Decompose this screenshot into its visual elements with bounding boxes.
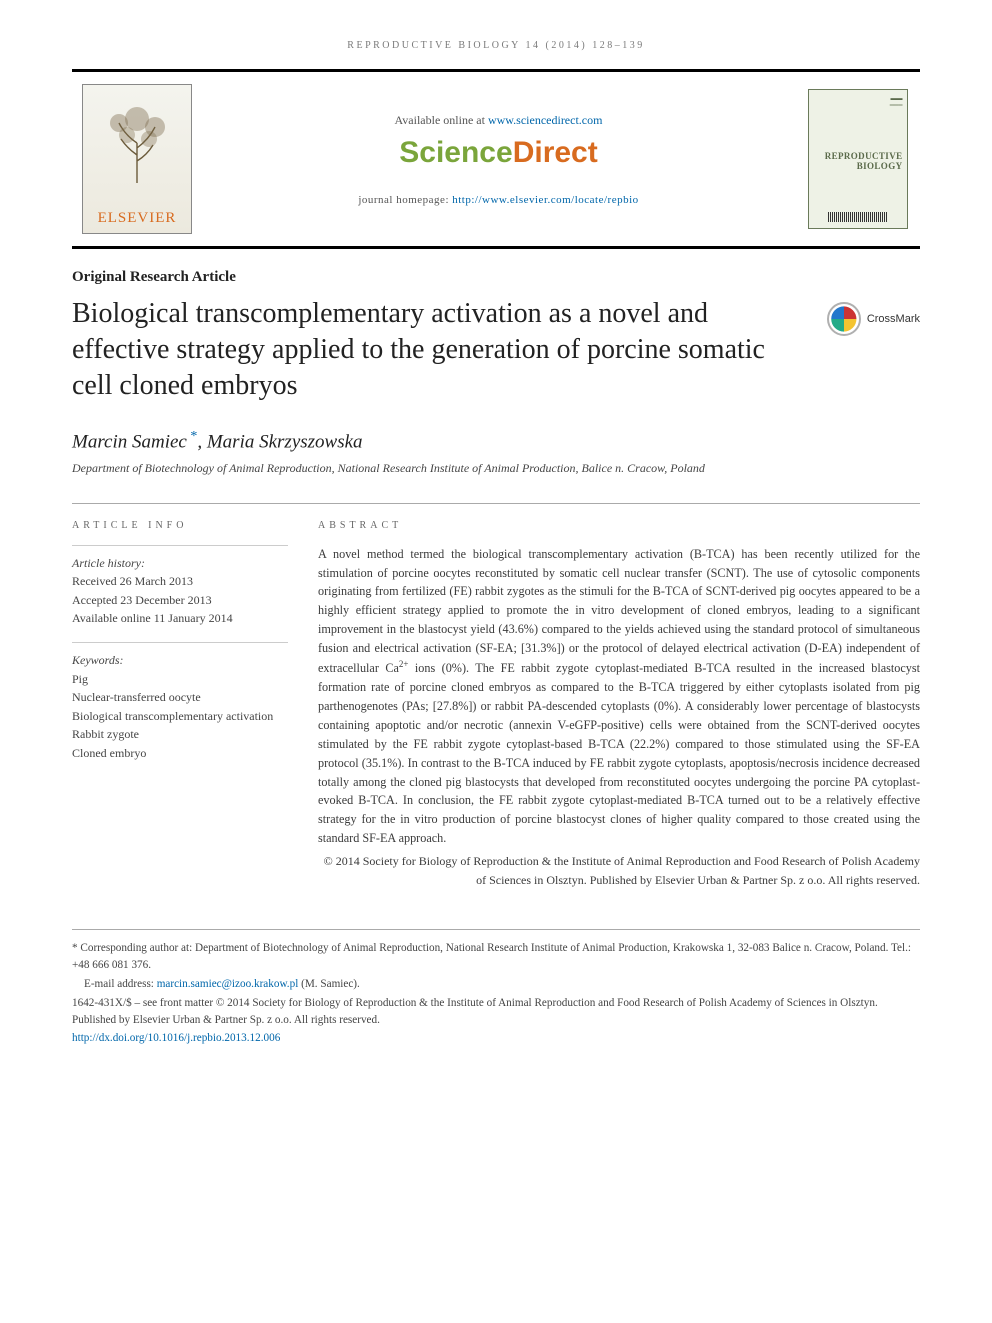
- cover-marks: ▬▬═══: [813, 96, 903, 110]
- cover-title-1: REPRODUCTIVE: [813, 151, 903, 161]
- cover-barcode: [828, 212, 888, 222]
- keywords-label: Keywords:: [72, 653, 124, 667]
- journal-banner: ELSEVIER Available online at www.science…: [72, 69, 920, 249]
- banner-center: Available online at www.sciencedirect.co…: [202, 72, 795, 246]
- crossmark-icon: [827, 302, 861, 336]
- journal-homepage-url[interactable]: http://www.elsevier.com/locate/repbio: [452, 194, 638, 206]
- crossmark-badge[interactable]: CrossMark: [827, 302, 920, 336]
- article-history: Article history: Received 26 March 2013 …: [72, 545, 288, 628]
- crossmark-label: CrossMark: [867, 313, 920, 325]
- available-prefix: Available online at: [395, 113, 488, 127]
- corresponding-author-marker: *: [187, 429, 198, 444]
- copyright-notice: © 2014 Society for Biology of Reproducti…: [318, 852, 920, 889]
- doi-link[interactable]: http://dx.doi.org/10.1016/j.repbio.2013.…: [72, 1032, 280, 1044]
- email-suffix: (M. Samiec).: [298, 978, 360, 990]
- abstract-text: A novel method termed the biological tra…: [318, 545, 920, 849]
- article-type: Original Research Article: [72, 269, 920, 286]
- sciencedirect-url[interactable]: www.sciencedirect.com: [488, 113, 603, 127]
- keyword: Biological transcomplementary activation: [72, 709, 273, 723]
- journal-cover: ▬▬═══ REPRODUCTIVE BIOLOGY: [808, 89, 908, 229]
- history-label: Article history:: [72, 556, 145, 570]
- issn-copyright-line: 1642-431X/$ – see front matter © 2014 So…: [72, 995, 920, 1029]
- sd-direct: Direct: [513, 136, 598, 169]
- email-label: E-mail address:: [84, 978, 157, 990]
- elsevier-tree-icon: [97, 93, 177, 193]
- keyword: Cloned embryo: [72, 746, 146, 760]
- corresponding-author-footnote: * Corresponding author at: Department of…: [72, 940, 920, 974]
- article-title: Biological transcomplementary activation…: [72, 296, 807, 403]
- homepage-prefix: journal homepage:: [358, 194, 452, 206]
- abstract-part1: A novel method termed the biological tra…: [318, 547, 920, 676]
- publisher-logo-cell: ELSEVIER: [72, 72, 202, 246]
- history-received: Received 26 March 2013: [72, 574, 193, 588]
- article-info-column: ARTICLE INFO Article history: Received 2…: [72, 520, 288, 890]
- abstract-header: ABSTRACT: [318, 520, 920, 531]
- author-1: Marcin Samiec: [72, 432, 187, 453]
- author-2: Maria Skrzyszowska: [207, 432, 363, 453]
- cover-title-2: BIOLOGY: [813, 161, 903, 171]
- abstract-column: ABSTRACT A novel method termed the biolo…: [318, 520, 920, 890]
- available-online-line: Available online at www.sciencedirect.co…: [395, 113, 603, 128]
- journal-cover-cell: ▬▬═══ REPRODUCTIVE BIOLOGY: [795, 72, 920, 246]
- sciencedirect-logo: ScienceDirect: [399, 136, 597, 170]
- affiliation: Department of Biotechnology of Animal Re…: [72, 460, 920, 477]
- history-online: Available online 11 January 2014: [72, 611, 233, 625]
- abstract-part2: ions (0%). The FE rabbit zygote cytoplas…: [318, 661, 920, 845]
- sd-science: Science: [399, 136, 512, 169]
- journal-homepage-line: journal homepage: http://www.elsevier.co…: [358, 194, 638, 206]
- keywords-block: Keywords: Pig Nuclear-transferred oocyte…: [72, 642, 288, 763]
- history-accepted: Accepted 23 December 2013: [72, 593, 212, 607]
- page-footer: * Corresponding author at: Department of…: [72, 929, 920, 1047]
- email-line: E-mail address: marcin.samiec@izoo.krako…: [72, 976, 920, 993]
- running-head: REPRODUCTIVE BIOLOGY 14 (2014) 128–139: [72, 40, 920, 51]
- doi-line: http://dx.doi.org/10.1016/j.repbio.2013.…: [72, 1030, 920, 1047]
- elsevier-label: ELSEVIER: [98, 210, 177, 233]
- article-info-header: ARTICLE INFO: [72, 520, 288, 531]
- authors: Marcin Samiec *, Maria Skrzyszowska: [72, 429, 920, 453]
- elsevier-logo: ELSEVIER: [82, 84, 192, 234]
- keyword: Nuclear-transferred oocyte: [72, 690, 201, 704]
- keyword: Pig: [72, 672, 88, 686]
- keyword: Rabbit zygote: [72, 727, 139, 741]
- author-email[interactable]: marcin.samiec@izoo.krakow.pl: [157, 978, 299, 990]
